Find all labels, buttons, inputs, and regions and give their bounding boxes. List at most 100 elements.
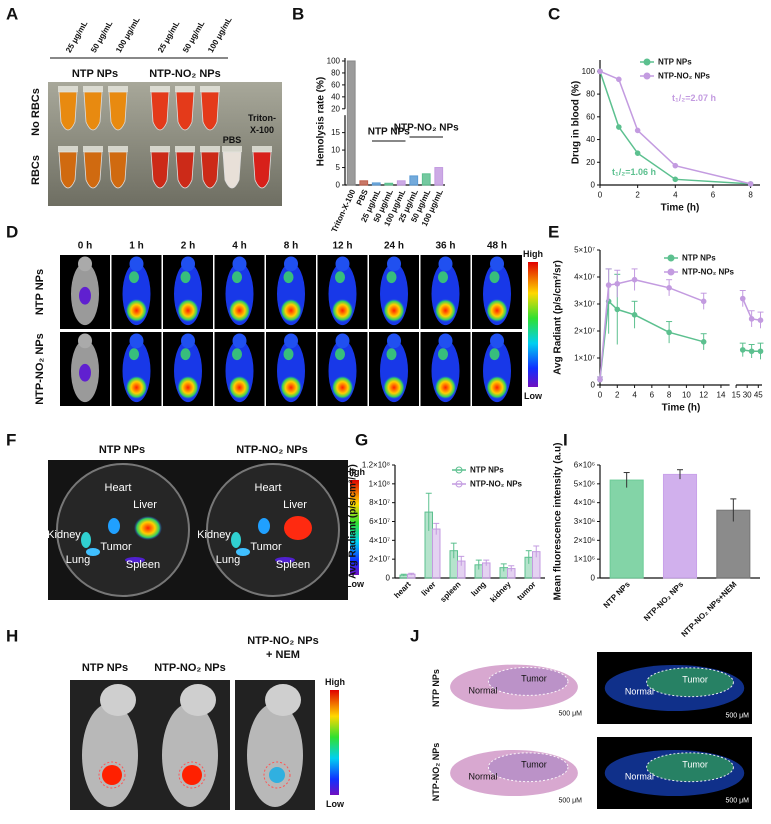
y-axis-label: Avg Radiant (p/s/cm²/sr) [348, 464, 359, 579]
scale-bar: 500 μM [726, 798, 750, 805]
mouse [162, 703, 218, 807]
organ-label: Tumor [250, 541, 282, 553]
roi [263, 761, 291, 789]
signal [386, 271, 397, 284]
x-tick-label: 2 [615, 391, 620, 400]
group-label: NTP NPs [99, 444, 145, 456]
y-axis-label: Drug in blood (%) [571, 81, 582, 164]
mouse-head [438, 256, 453, 272]
mouse-head [181, 333, 195, 349]
x-tick-label: 15 [732, 391, 741, 400]
signal [331, 375, 354, 400]
y-tick-label: 8×10⁷ [369, 498, 390, 507]
x-tick-label: 8 [748, 191, 753, 200]
organ-label: Liver [283, 499, 307, 511]
group-label: + NEM [266, 649, 300, 661]
tube [175, 91, 195, 131]
group-label: NTP NPs [82, 662, 128, 674]
tube [200, 91, 220, 131]
region-label: Normal [469, 686, 498, 696]
panel-label: C [548, 5, 560, 24]
y-tick-label: 1.2×10⁸ [362, 461, 390, 470]
row-label: RBCs [30, 155, 42, 185]
concentration-label: 100 μg/mL [206, 15, 234, 54]
signal [438, 271, 448, 284]
time-label: 48 h [487, 241, 507, 252]
y-tick-label: 5×10⁷ [574, 246, 595, 255]
tube [108, 151, 128, 189]
organ-label: Heart [255, 482, 282, 494]
x-tick-label: 6 [650, 391, 655, 400]
point [605, 282, 612, 288]
point [631, 276, 638, 283]
tube [83, 91, 103, 131]
signal [489, 348, 500, 361]
time-label: 2 h [181, 241, 195, 252]
colorbar-label: High [345, 467, 365, 477]
legend-label: NTP NPs [470, 466, 504, 475]
panel-label: J [410, 627, 419, 646]
signal [129, 348, 139, 361]
bar [609, 479, 644, 579]
mouse-head [387, 256, 401, 272]
scale-bar: 500 μM [559, 711, 583, 718]
y-tick-label: 5×10⁶ [574, 479, 595, 488]
group-label: NTP-NO₂ NPs [149, 68, 221, 80]
tube-cap [83, 86, 103, 92]
roi [178, 761, 206, 789]
tube-cap [150, 146, 170, 152]
y-axis-label: Mean fluorescence intensity (a.u) [553, 443, 564, 601]
y-axis-label: Avg Radiant (p/s/cm²/sr) [553, 260, 564, 375]
y-tick-label: 100 [582, 67, 596, 76]
signal [335, 348, 345, 361]
signal [283, 348, 294, 361]
signal [228, 375, 251, 400]
group-label: NTP-NO₂ NPs [247, 635, 319, 647]
tube [58, 151, 78, 189]
legend-marker [667, 254, 675, 262]
time-label: 36 h [435, 241, 455, 252]
legend-marker [643, 72, 651, 80]
point [666, 329, 672, 336]
group-label: NTP NPs [368, 127, 410, 138]
panel-label: I [563, 431, 568, 450]
mouse-head [490, 333, 504, 349]
x-axis-label: Time (h) [662, 403, 701, 414]
x-tick-label: 2 [635, 191, 640, 200]
bar [421, 173, 431, 186]
y-tick-label: 20 [586, 158, 595, 167]
signal [79, 286, 91, 305]
legend-marker [643, 58, 651, 66]
annotation: t₁/₂=2.07 h [672, 93, 716, 103]
signal [102, 765, 122, 785]
panel-label: D [6, 223, 18, 242]
bar [371, 182, 381, 186]
signal [486, 375, 508, 400]
region-label: Normal [625, 687, 654, 697]
organ [125, 557, 145, 563]
y-tick-label: 1×10⁶ [574, 555, 595, 564]
x-tick-label: Triton-X-100 [330, 188, 358, 234]
y-tick-label: 5 [336, 163, 341, 172]
y-tick-label: 3×10⁶ [574, 517, 595, 526]
y-tick-label: 15 [331, 128, 340, 137]
time-label: 8 h [284, 241, 298, 252]
bar [432, 528, 441, 579]
signal [180, 271, 191, 284]
panel-label: G [355, 431, 368, 450]
signal [383, 375, 405, 400]
series-line [599, 278, 704, 380]
y-tick-label: 2×10⁶ [574, 536, 595, 545]
legend-label: NTP-NO₂ NPs [682, 268, 735, 277]
mouse [247, 703, 303, 807]
y-tick-label: 60 [586, 112, 595, 121]
scale-bar: 500 μM [559, 798, 583, 805]
signal [269, 767, 285, 783]
colorbar-label: High [325, 677, 345, 687]
signal [129, 271, 139, 284]
y-tick-label: 3×10⁷ [574, 300, 595, 309]
legend-marker [667, 268, 675, 276]
mouse-head [181, 256, 195, 272]
concentration-label: 25 μg/mL [156, 19, 181, 54]
tube-cap [222, 146, 242, 152]
